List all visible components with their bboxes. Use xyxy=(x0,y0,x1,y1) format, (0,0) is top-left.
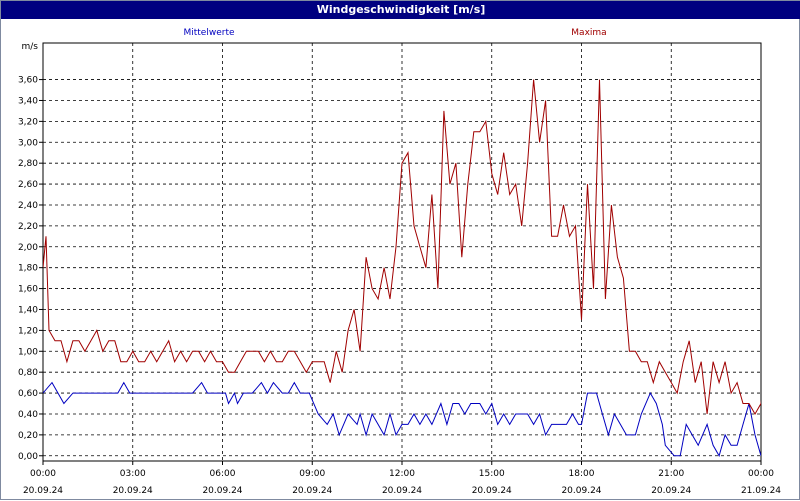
y-tick-label: 1,60 xyxy=(18,285,38,295)
y-tick-label: 0,60 xyxy=(18,389,38,399)
x-tick-label-date: 20.09.24 xyxy=(382,486,422,496)
series-line-mean xyxy=(43,381,761,458)
y-tick-label: 3,20 xyxy=(18,117,38,127)
x-tick-label-time: 18:00 xyxy=(569,469,595,479)
x-tick-label-date: 20.09.24 xyxy=(113,486,153,496)
y-tick-label: 2,40 xyxy=(18,201,38,211)
legend-mean: Mittelwerte xyxy=(183,28,234,38)
x-tick-label-date: 20.09.24 xyxy=(472,486,512,496)
y-tick-label: 1,20 xyxy=(18,326,38,336)
x-tick-label-date: 20.09.24 xyxy=(23,486,63,496)
y-tick-label: 1,40 xyxy=(18,305,38,315)
y-tick-label: 3,60 xyxy=(18,76,38,86)
x-tick-label-time: 03:00 xyxy=(120,469,146,479)
y-tick-label: 1,80 xyxy=(18,264,38,274)
x-tick-label-date: 20.09.24 xyxy=(651,486,691,496)
x-tick-label-date: 20.09.24 xyxy=(561,486,601,496)
x-tick-label-time: 21:00 xyxy=(658,469,684,479)
y-tick-label: 2,60 xyxy=(18,180,38,190)
y-tick-label: 2,00 xyxy=(18,243,38,253)
x-tick-label-date: 20.09.24 xyxy=(202,486,242,496)
y-tick-label: 0,00 xyxy=(18,452,38,462)
y-tick-label: 3,40 xyxy=(18,96,38,106)
x-tick-label-time: 06:00 xyxy=(210,469,236,479)
y-tick-label: 3,00 xyxy=(18,138,38,148)
x-tick-label-time: 15:00 xyxy=(479,469,505,479)
legend-max: Maxima xyxy=(571,28,606,38)
x-tick-label-time: 00:00 xyxy=(30,469,56,479)
series-line-max xyxy=(43,79,761,416)
y-tick-label: 0,40 xyxy=(18,410,38,420)
y-axis-label: m/s xyxy=(22,42,39,52)
y-tick-label: 0,80 xyxy=(18,368,38,378)
wind-speed-chart: 0,00 0,20 0,40 0,60 0,80 1,00 1,20 1,40 1,60 1,80… xyxy=(18,28,781,496)
y-tick-label: 1,00 xyxy=(18,347,38,357)
x-tick-label-time: 12:00 xyxy=(389,469,415,479)
y-tick-label: 0,20 xyxy=(18,431,38,441)
x-tick-label-date: 21.09.24 xyxy=(741,486,781,496)
x-tick-label-date: 20.09.24 xyxy=(292,486,332,496)
y-tick-label: 2,80 xyxy=(18,159,38,169)
y-tick-label: 2,20 xyxy=(18,222,38,232)
x-tick-label-time: 09:00 xyxy=(299,469,325,479)
window-title: Windgeschwindigkeit [m/s] xyxy=(1,1,800,19)
x-tick-label-time: 00:00 xyxy=(748,469,774,479)
